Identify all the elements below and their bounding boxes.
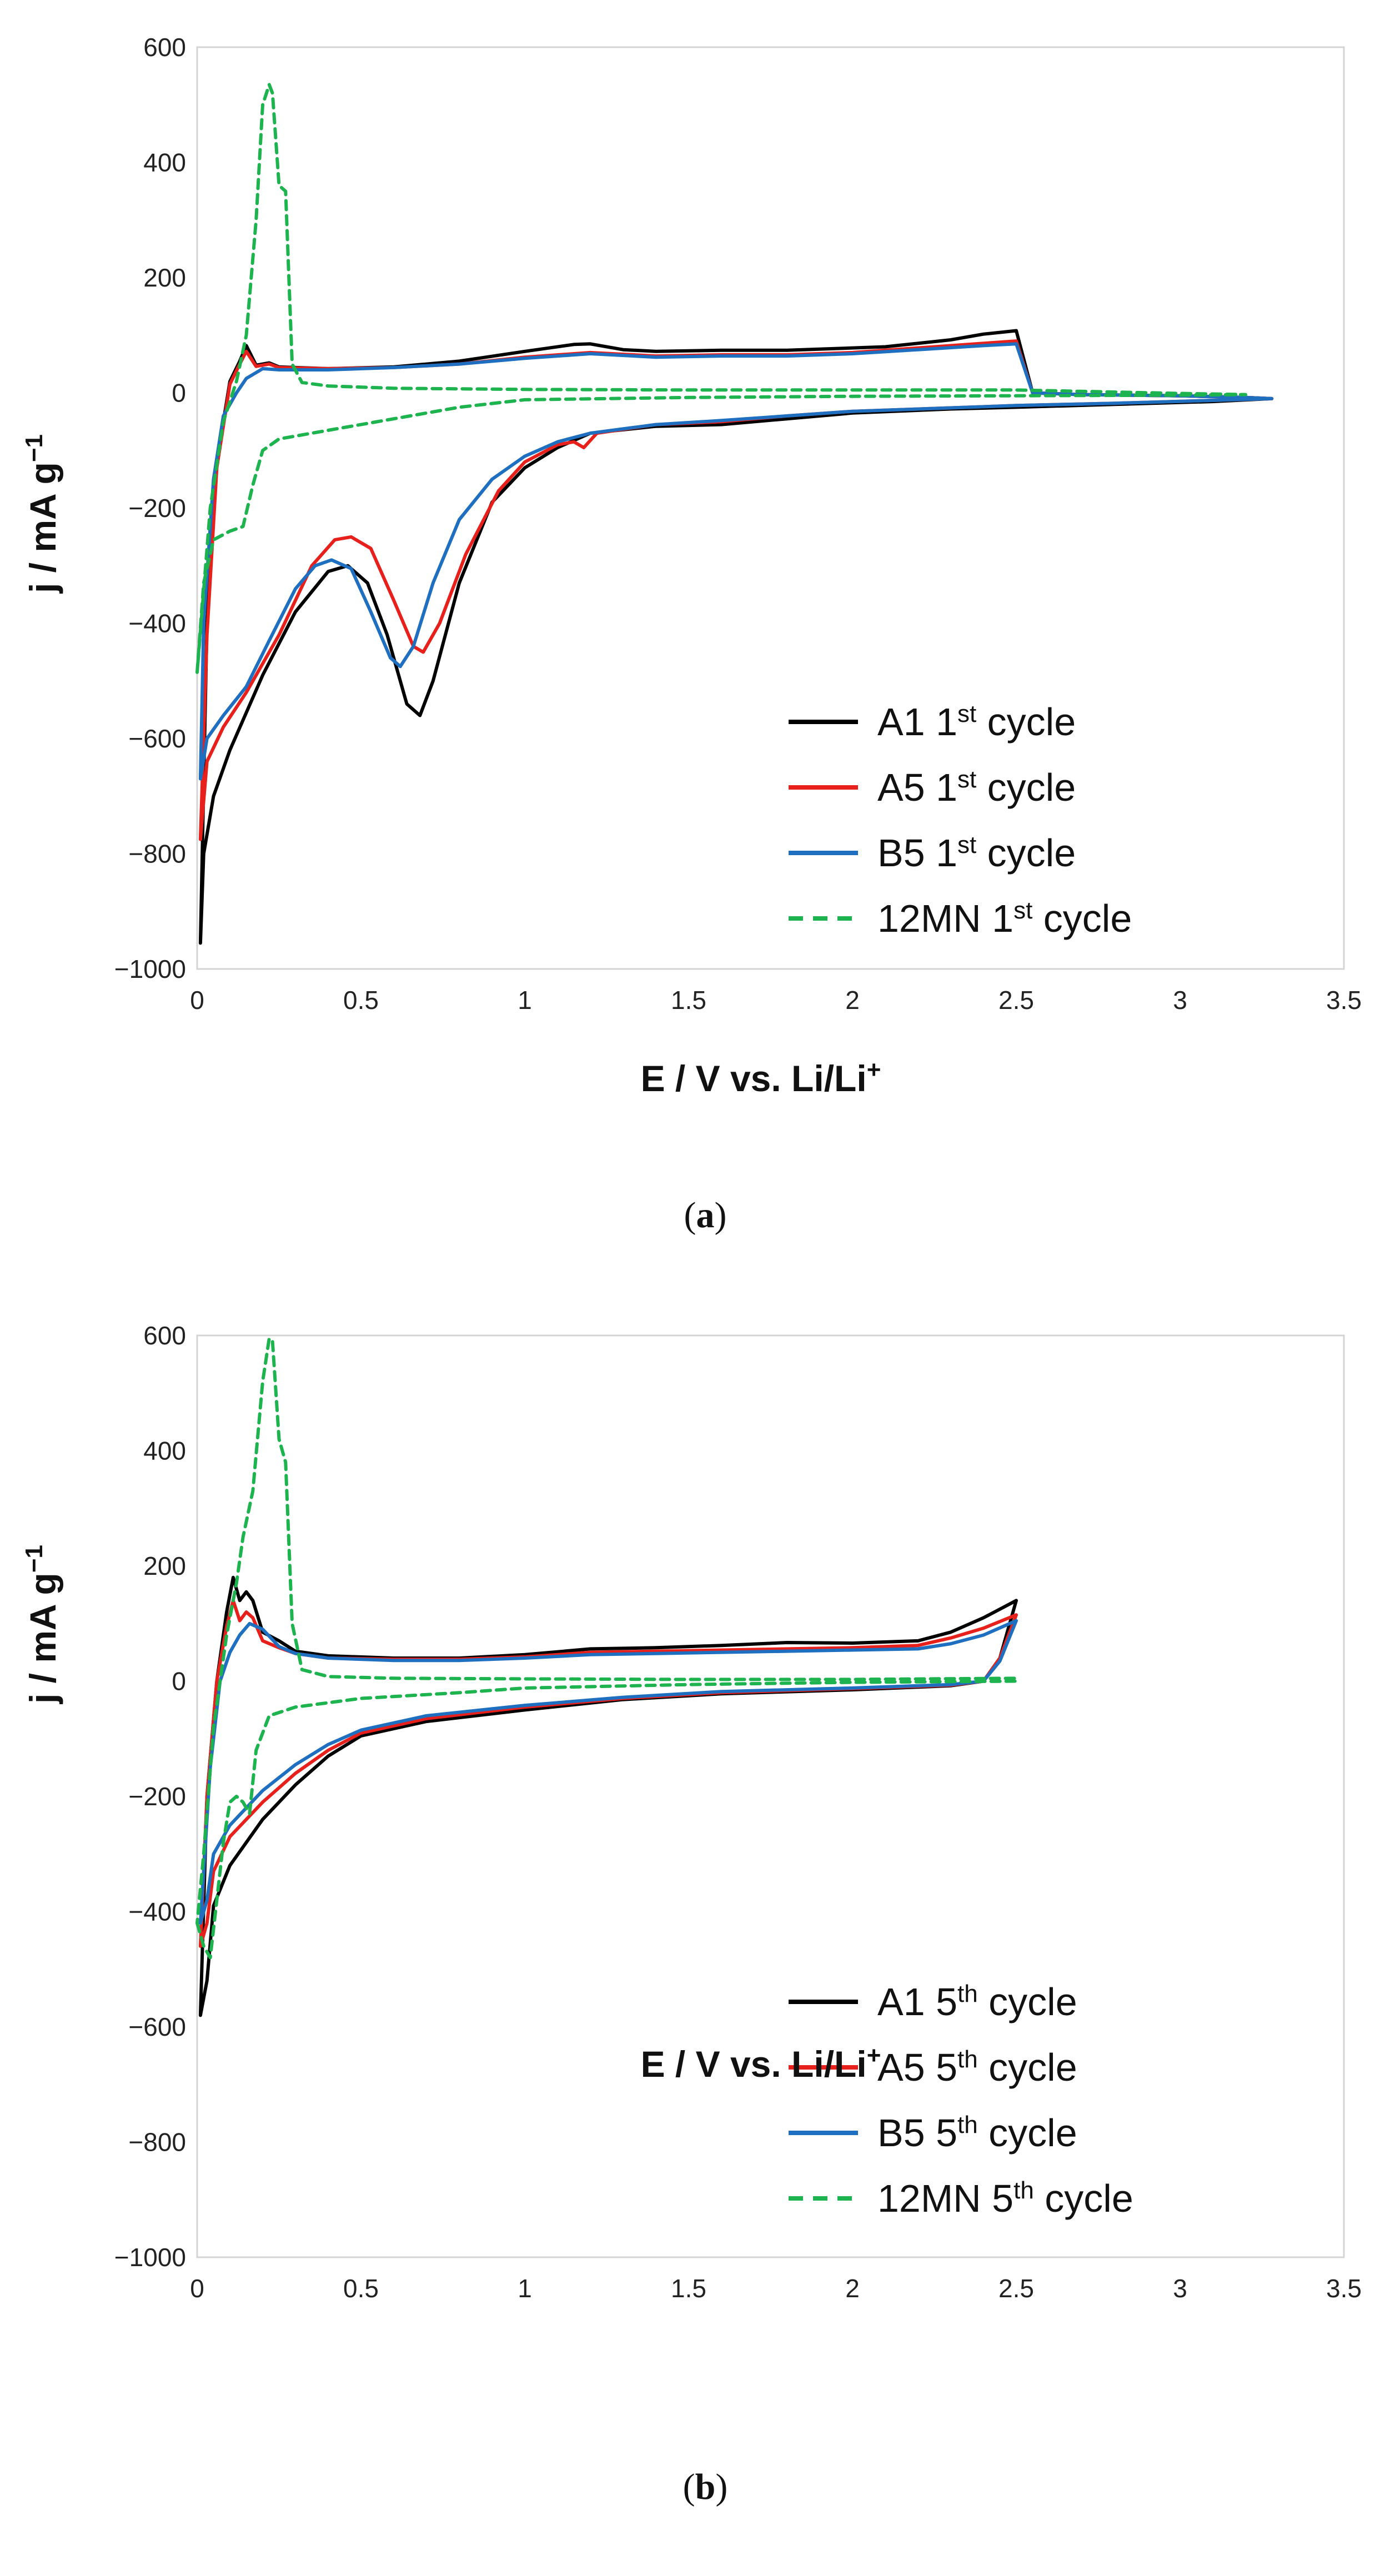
series-line-2 (198, 342, 1274, 781)
x-tick-label: 2 (845, 986, 860, 1015)
y-tick-label: 600 (143, 1321, 186, 1350)
plot-frame (196, 46, 1345, 970)
y-tick-label: −400 (128, 1897, 186, 1926)
y-tick-label: −600 (128, 2012, 186, 2041)
y-tick-label: −800 (128, 2128, 186, 2157)
y-tick-label: 200 (143, 263, 186, 292)
series-line-3 (195, 83, 1247, 674)
x-tick-label: 1 (518, 2274, 532, 2303)
x-tick-label: 2.5 (998, 2274, 1034, 2303)
panel-caption: (b) (683, 2467, 728, 2507)
x-tick-label: 3 (1173, 986, 1187, 1015)
legend-entry: A1 1st cycle (877, 700, 1076, 744)
legend-entry: 12MN 5th cycle (877, 2177, 1133, 2221)
legend-entry: A5 5th cycle (877, 2046, 1077, 2090)
series-line-0 (198, 1575, 1018, 2017)
y-tick-label: −200 (128, 1782, 186, 1811)
y-tick-label: 400 (143, 148, 186, 177)
y-tick-label: 0 (172, 379, 186, 408)
y-tick-label: −1000 (114, 2243, 186, 2272)
y-tick-label: −200 (128, 494, 186, 523)
y-axis-title: j / mA g−1 (21, 1545, 64, 1705)
x-tick-label: 0.5 (343, 986, 379, 1015)
legend-entry: B5 5th cycle (877, 2111, 1077, 2155)
x-tick-label: 3.5 (1326, 2274, 1362, 2303)
x-axis-title: E / V vs. Li/Li+ (641, 2042, 881, 2085)
y-tick-label: 0 (172, 1667, 186, 1696)
legend-entry: B5 1st cycle (877, 831, 1076, 875)
x-tick-label: 0 (190, 986, 204, 1015)
x-axis-title: E / V vs. Li/Li+ (641, 1056, 881, 1099)
y-tick-label: 600 (143, 33, 186, 62)
legend-entry: A5 1st cycle (877, 766, 1076, 810)
y-tick-label: −800 (128, 840, 186, 868)
series-line-2 (198, 1619, 1018, 1925)
y-axis-title: j / mA g−1 (21, 434, 64, 594)
legend-entry: A1 5th cycle (877, 1980, 1077, 2024)
chart-panel-b: −1000 −800 −600 −400 −200 0 200 400 600 0 0.5 1 1.5 2… (21, 1321, 1362, 2507)
x-tick-label: 1.5 (671, 986, 706, 1015)
chart-panel-a: −1000 −800 −600 −400 −200 0 200 400 600 0 0.5 1 1.5 2… (21, 33, 1362, 1236)
x-tick-label: 1.5 (671, 2274, 706, 2303)
x-tick-label: 0.5 (343, 2274, 379, 2303)
x-tick-label: 3.5 (1326, 986, 1362, 1015)
series-line-3 (195, 1337, 1018, 1960)
x-tick-label: 2 (845, 2274, 860, 2303)
x-tick-label: 2.5 (998, 986, 1034, 1015)
panel-caption: (a) (684, 1195, 727, 1236)
x-tick-label: 1 (518, 986, 532, 1015)
series-line-1 (198, 1599, 1018, 1948)
x-tick-label: 0 (190, 2274, 204, 2303)
y-tick-label: −400 (128, 609, 186, 638)
y-tick-label: 200 (143, 1551, 186, 1580)
y-tick-label: 400 (143, 1437, 186, 1465)
x-tick-label: 3 (1173, 2274, 1187, 2303)
y-tick-label: −600 (128, 724, 186, 753)
y-tick-label: −1000 (114, 955, 186, 983)
plot-frame (196, 1334, 1345, 2258)
legend-entry: 12MN 1st cycle (877, 897, 1132, 941)
